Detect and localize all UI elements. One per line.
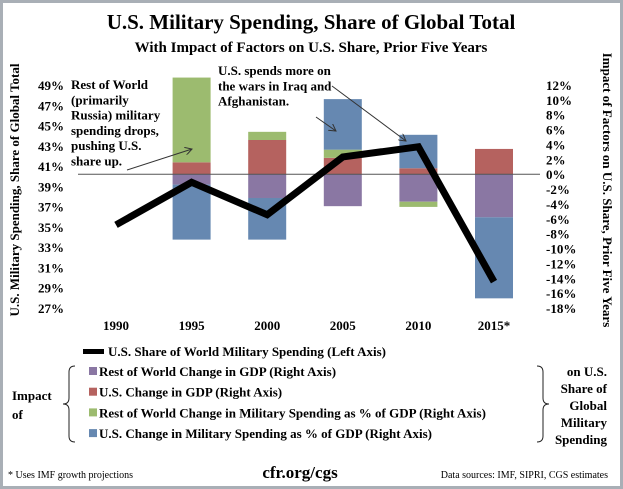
legend-right-label: Global: [569, 398, 607, 413]
legend-right-label: Military: [561, 415, 608, 430]
left-tick-label: 41%: [38, 159, 64, 174]
left-tick-label: 49%: [38, 78, 64, 93]
left-brace: [62, 365, 76, 443]
legend-right-label: Share of: [561, 381, 608, 396]
data-sources: Data sources: IMF, SIPRI, CGS estimates: [441, 470, 608, 481]
annotation-russia: pushing U.S.: [71, 138, 141, 153]
bar-segment: [399, 168, 438, 175]
legend-label: U.S. Change in GDP (Right Axis): [99, 385, 282, 400]
bar-segment: [323, 99, 362, 150]
us-share-line: [114, 143, 498, 284]
x-tick-label: 2005: [330, 318, 357, 333]
right-tick-label: -12%: [546, 256, 576, 271]
right-axis-title: Impact of Factors on U.S. Share, Prior F…: [600, 53, 615, 328]
x-tick-label: 2000: [254, 318, 280, 333]
annotation-arrow: [126, 149, 192, 171]
bar-segment: [323, 174, 362, 207]
right-tick-label: -8%: [546, 227, 570, 242]
site-link[interactable]: cfr.org/cgs: [262, 463, 338, 482]
left-tick-label: 31%: [38, 260, 64, 275]
annotation-wars: the wars in Iraq and: [218, 78, 332, 93]
right-tick-label: -14%: [546, 271, 576, 286]
legend-left-label: Impact: [12, 388, 52, 403]
legend-label: Rest of World Change in Military Spendin…: [99, 405, 486, 420]
annotation-russia: (primarily: [71, 92, 129, 107]
legend-left-label: of: [12, 407, 24, 422]
chart-subtitle: With Impact of Factors on U.S. Share, Pr…: [135, 40, 488, 56]
right-tick-label: -10%: [546, 242, 576, 257]
x-tick-label: 2010: [405, 318, 431, 333]
annotation-wars: Afghanistan.: [218, 94, 289, 109]
left-tick-label: 35%: [38, 220, 64, 235]
bar-segment: [399, 201, 438, 207]
left-tick-label: 37%: [38, 200, 64, 215]
right-tick-label: -16%: [546, 286, 576, 301]
legend-swatch: [89, 367, 97, 375]
right-tick-label: 10%: [546, 93, 572, 108]
legend-label: Rest of World Change in GDP (Right Axis): [99, 364, 336, 379]
legend-right-label: on U.S.: [567, 364, 607, 379]
left-tick-label: 39%: [38, 179, 64, 194]
bar-segment: [248, 174, 287, 198]
legend-swatch: [89, 387, 97, 396]
left-axis-title: U.S. Military Spending, Share of Global …: [7, 63, 22, 316]
right-tick-label: 0%: [546, 167, 566, 182]
bar-segment: [475, 174, 513, 218]
bar-segment: [248, 131, 287, 141]
annotation-arrow: [331, 85, 406, 141]
annotation-russia: Rest of World: [71, 77, 149, 92]
right-tick-label: -6%: [546, 212, 570, 227]
left-tick-label: 45%: [38, 119, 64, 134]
annotation-russia: Russia) military: [71, 108, 161, 123]
right-tick-label: 6%: [546, 123, 566, 138]
legend-swatch: [89, 408, 97, 417]
x-tick-label: 1990: [103, 318, 129, 333]
right-tick-label: -4%: [546, 197, 570, 212]
annotation-russia: spending drops,: [71, 123, 159, 138]
bar-segment: [172, 162, 211, 175]
bar-segment: [248, 140, 287, 175]
right-tick-label: 4%: [546, 137, 566, 152]
bar-segment: [172, 184, 211, 240]
annotation-arrow: [315, 116, 336, 131]
right-tick-label: -2%: [546, 182, 570, 197]
right-brace: [536, 365, 550, 443]
bar-segment: [399, 174, 438, 202]
legend-line-swatch: [83, 349, 104, 354]
chart-title: U.S. Military Spending, Share of Global …: [107, 10, 516, 34]
legend-swatch: [89, 429, 97, 438]
right-tick-label: -18%: [546, 301, 576, 316]
right-tick-label: 2%: [546, 152, 566, 167]
left-tick-label: 47%: [38, 98, 64, 113]
right-tick-label: 12%: [546, 78, 572, 93]
legend-right-label: Spending: [555, 432, 608, 447]
x-tick-label: 1995: [179, 318, 206, 333]
legend-label: U.S. Change in Military Spending as % of…: [99, 426, 432, 441]
x-tick-label: 2015*: [478, 318, 511, 333]
right-tick-label: 8%: [546, 108, 566, 123]
left-tick-label: 33%: [38, 240, 64, 255]
bar-segment: [475, 148, 513, 175]
left-tick-label: 29%: [38, 281, 64, 296]
annotation-wars: U.S. spends more on: [218, 63, 332, 78]
left-tick-label: 43%: [38, 139, 64, 154]
footnote: * Uses IMF growth projections: [8, 470, 133, 481]
legend-label: U.S. Share of World Military Spending (L…: [108, 344, 386, 359]
left-tick-label: 27%: [38, 301, 64, 316]
annotation-russia: share up.: [71, 154, 122, 169]
